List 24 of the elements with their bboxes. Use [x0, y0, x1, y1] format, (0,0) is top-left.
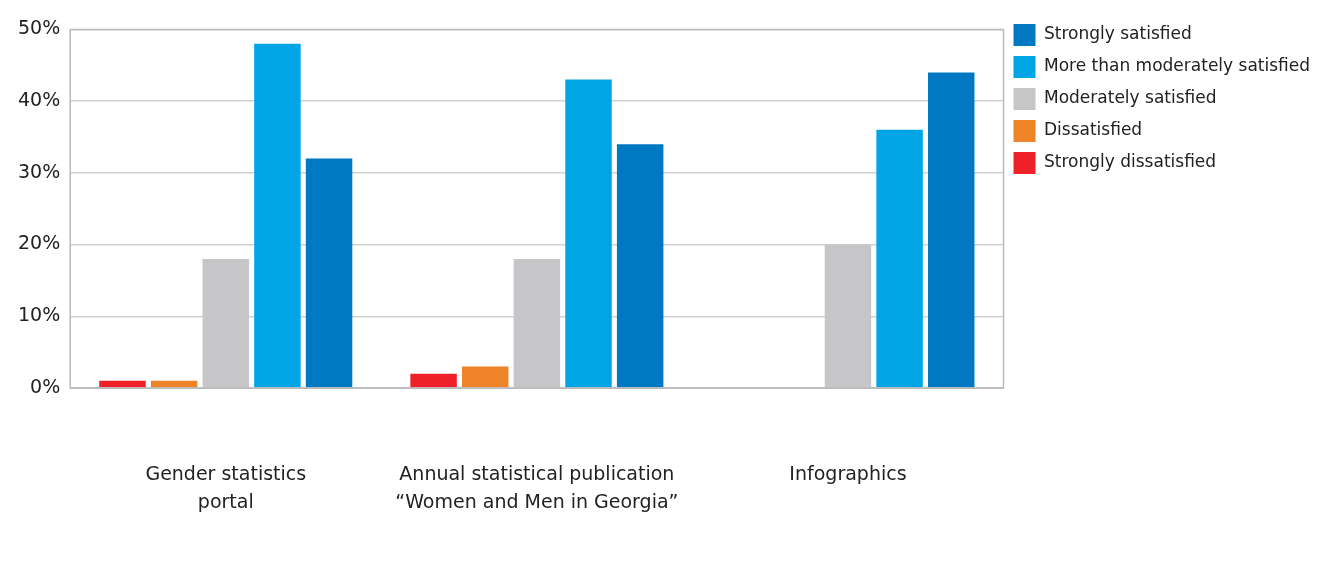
legend-label: Dissatisfied: [1044, 119, 1143, 140]
bar: [305, 158, 353, 388]
bar: [565, 79, 612, 388]
legend-label: Moderately satisfied: [1044, 87, 1217, 108]
y-tick-label: 50%: [18, 16, 61, 39]
legend-label: More than moderately satisfied: [1044, 55, 1311, 76]
y-tick-label: 0%: [30, 374, 61, 397]
y-tick-label: 30%: [18, 159, 61, 182]
legend-label: Strongly satisfied: [1044, 23, 1192, 44]
x-tick-label: Annual statistical publication “Women and Men in Georgia”: [395, 462, 679, 513]
bar: [461, 366, 509, 388]
x-tick-label: Gender statistics portal: [145, 462, 307, 513]
y-tick-label: 40%: [18, 88, 61, 111]
y-tick-label: 10%: [18, 303, 61, 326]
bar: [876, 129, 923, 388]
y-tick-label: 20%: [18, 231, 61, 254]
bar: [410, 373, 457, 388]
bar: [150, 380, 198, 388]
bar: [616, 144, 664, 388]
legend-label: Strongly dissatisfied: [1044, 151, 1217, 172]
bar: [99, 380, 146, 388]
bar: [254, 43, 301, 388]
bar: [928, 72, 975, 388]
x-tick-label: Infographics: [789, 462, 907, 485]
